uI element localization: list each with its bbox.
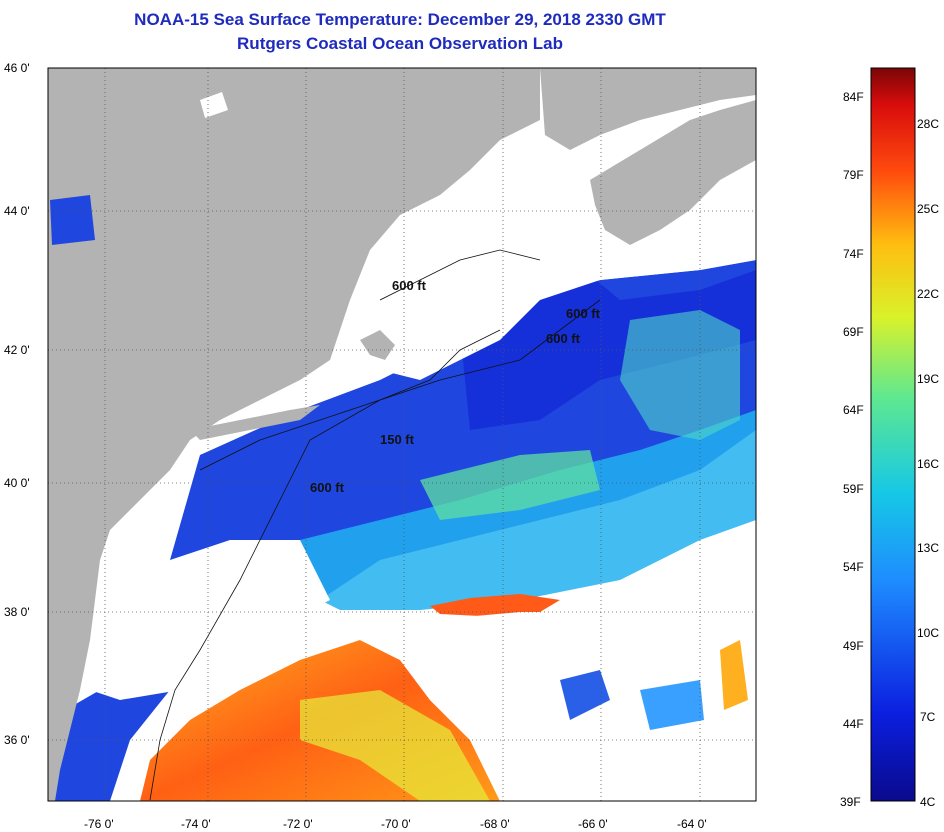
cloud-cover-coast [90, 540, 330, 700]
colorbar-label-74f: 74F [843, 247, 864, 261]
colorbar-label-84f: 84F [843, 90, 864, 104]
contour-label-600ft-1: 600 ft [392, 278, 427, 293]
colorbar-label-22c: 22C [917, 287, 939, 301]
colorbar-label-4c: 4C [920, 795, 936, 809]
colorbar-celsius-labels: 28C 25C 22C 19C 16C 13C 10C 7C 4C [917, 117, 939, 809]
colorbar-label-28c: 28C [917, 117, 939, 131]
patch-east-1 [560, 670, 610, 720]
gulf-stream-yellow [300, 690, 490, 801]
land-lake-blue [50, 195, 95, 245]
lon-label-66: -66 0' [578, 817, 608, 831]
land-cape-cod [360, 330, 395, 360]
contour-label-600ft-4: 600 ft [310, 480, 345, 495]
map-title: NOAA-15 Sea Surface Temperature: Decembe… [134, 10, 666, 29]
lon-label-68: -68 0' [480, 817, 510, 831]
lon-label-74: -74 0' [181, 817, 211, 831]
latitude-labels: 46 0' 44 0' 42 0' 40 0' 38 0' 36 0' [4, 61, 30, 747]
colorbar-label-7c: 7C [920, 710, 936, 724]
slope-water-cyan [300, 410, 756, 610]
warm-filament [430, 594, 560, 616]
colorbar-label-79f: 79F [843, 168, 864, 182]
colorbar-label-69f: 69F [843, 325, 864, 339]
lat-label-36: 36 0' [4, 733, 30, 747]
lat-label-46: 46 0' [4, 61, 30, 75]
contour-label-600ft-2: 600 ft [566, 306, 601, 321]
colorbar-label-49f: 49F [843, 639, 864, 653]
bathymetry-contours [149, 249, 601, 801]
land-lake-1 [200, 92, 228, 118]
lat-label-40: 40 0' [4, 476, 30, 490]
colorbar [870, 67, 916, 802]
colorbar-label-16c: 16C [917, 457, 939, 471]
colorbar-fahrenheit-labels: 84F 79F 74F 69F 64F 59F 54F 49F 44F 39F [840, 90, 864, 809]
colorbar-label-44f: 44F [843, 717, 864, 731]
colorbar-label-25c: 25C [917, 202, 939, 216]
lon-label-76: -76 0' [84, 817, 114, 831]
land-bay-delaware [148, 500, 165, 540]
warm-eddy-green [620, 310, 740, 440]
longitude-labels: -76 0' -74 0' -72 0' -70 0' -68 0' -66 0… [84, 817, 707, 831]
patch-east-2 [720, 640, 748, 710]
map-subtitle: Rutgers Coastal Ocean Observation Lab [237, 34, 563, 53]
lon-label-64: -64 0' [677, 817, 707, 831]
lon-label-70: -70 0' [381, 817, 411, 831]
colorbar-label-64f: 64F [843, 403, 864, 417]
contour-label-150ft: 150 ft [380, 432, 415, 447]
contour-label-600ft-3: 600 ft [546, 331, 581, 346]
land-bay-chesapeake [108, 560, 135, 690]
contour-labels: 600 ft 600 ft 600 ft 150 ft 600 ft [310, 278, 601, 495]
lon-label-72: -72 0' [283, 817, 313, 831]
colorbar-label-39f: 39F [840, 795, 861, 809]
lat-label-44: 44 0' [4, 204, 30, 218]
colorbar-label-13c: 13C [917, 541, 939, 555]
land-canada-north [540, 68, 756, 150]
lat-label-38: 38 0' [4, 605, 30, 619]
lat-label-42: 42 0' [4, 343, 30, 357]
colorbar-label-10c: 10C [917, 626, 939, 640]
colorbar-label-59f: 59F [843, 482, 864, 496]
cloud-cover-south [360, 612, 756, 801]
land-nova-scotia [590, 100, 756, 245]
land-us-mainland [48, 68, 540, 801]
land-long-island [190, 405, 320, 440]
patch-east-3 [640, 680, 704, 730]
colorbar-label-19c: 19C [917, 372, 939, 386]
gulf-stream-edge-green [420, 450, 600, 520]
colorbar-label-54f: 54F [843, 560, 864, 574]
